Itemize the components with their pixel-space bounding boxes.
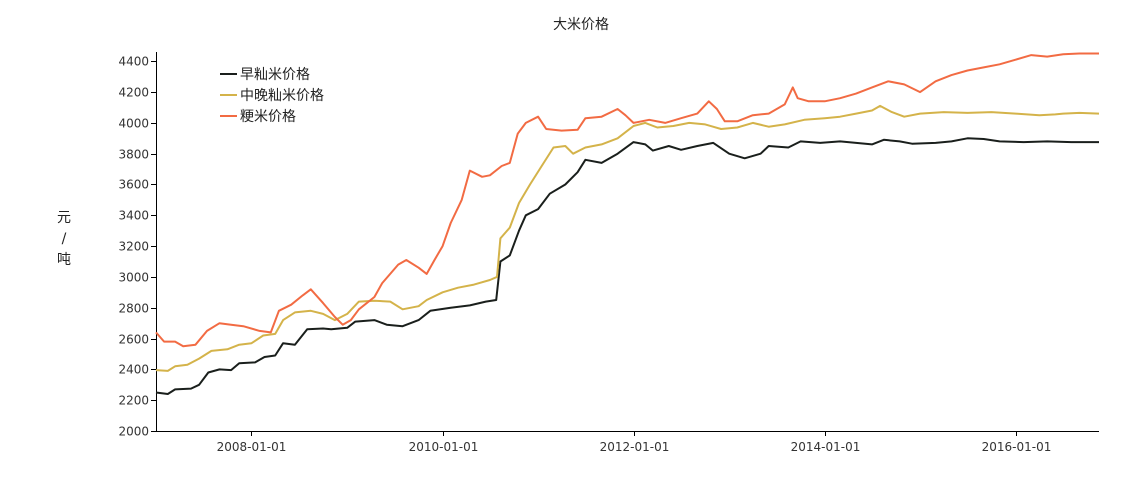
y-tick-label: 2400	[118, 363, 149, 377]
y-axis-ticks: 2000 2200 2400 2600 2800 3000 3200 3400 3600 3800…	[118, 55, 156, 439]
x-tick-label: 2010-01-01	[409, 440, 479, 454]
y-tick-label: 4000	[118, 117, 149, 131]
x-tick-label: 2014-01-01	[791, 440, 861, 454]
y-tick-label: 3400	[118, 209, 149, 223]
y-axis-label-char: 元	[57, 210, 71, 226]
y-tick-label: 4200	[118, 86, 149, 100]
series-lines	[155, 52, 1100, 395]
y-tick-label: 3600	[118, 178, 149, 192]
y-axis-label-char: /	[62, 231, 67, 247]
legend-label: 中晚籼米价格	[240, 88, 324, 104]
y-tick-label: 3200	[118, 240, 149, 254]
y-axis-label: 元 / 吨	[57, 210, 71, 268]
y-tick-label: 2000	[118, 425, 149, 439]
y-tick-label: 3800	[118, 148, 149, 162]
y-tick-label: 4400	[118, 55, 149, 69]
y-tick-label: 2600	[118, 333, 149, 347]
x-tick-label: 2012-01-01	[600, 440, 670, 454]
series-line	[155, 52, 1099, 348]
chart-title: 大米价格	[553, 17, 609, 33]
legend-label: 早籼米价格	[240, 67, 310, 83]
x-tick-label: 2008-01-01	[217, 440, 287, 454]
y-tick-label: 3000	[118, 271, 149, 285]
x-tick-label: 2016-01-01	[982, 440, 1052, 454]
series-line	[155, 104, 1100, 372]
x-axis-ticks: 2008-01-01 2010-01-01 2012-01-01 2014-01-01…	[217, 431, 1052, 454]
legend-label: 粳米价格	[240, 109, 296, 125]
y-tick-label: 2200	[118, 394, 149, 408]
y-axis-label-char: 吨	[57, 252, 71, 268]
y-tick-label: 2800	[118, 302, 149, 316]
series-line	[155, 137, 1099, 395]
